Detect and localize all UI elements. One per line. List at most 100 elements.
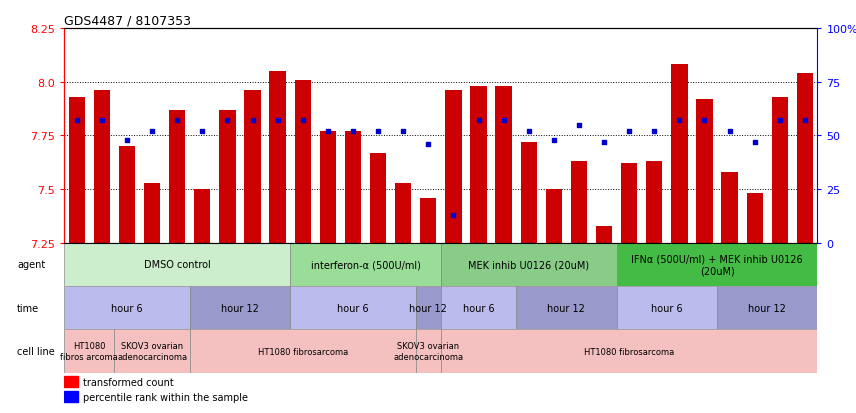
Text: HT1080 fibrosarcoma: HT1080 fibrosarcoma xyxy=(258,347,348,356)
Bar xyxy=(722,173,738,243)
Bar xyxy=(797,74,813,243)
Text: hour 12: hour 12 xyxy=(409,303,447,313)
Bar xyxy=(441,330,817,373)
Point xyxy=(321,128,335,135)
Point xyxy=(346,128,360,135)
Bar xyxy=(395,183,412,243)
Bar xyxy=(441,243,616,286)
Text: GDS4487 / 8107353: GDS4487 / 8107353 xyxy=(64,15,191,28)
Text: transformed count: transformed count xyxy=(83,377,174,387)
Point xyxy=(296,118,310,124)
Bar xyxy=(671,65,687,243)
Point xyxy=(496,118,510,124)
Text: hour 6: hour 6 xyxy=(337,303,369,313)
Point xyxy=(170,118,184,124)
Bar xyxy=(68,97,85,243)
Text: hour 6: hour 6 xyxy=(651,303,682,313)
Bar xyxy=(545,190,562,243)
Bar xyxy=(646,162,663,243)
Point xyxy=(270,118,284,124)
Bar xyxy=(64,330,115,373)
Text: time: time xyxy=(17,303,39,313)
Text: SKOV3 ovarian
adenocarcinoma: SKOV3 ovarian adenocarcinoma xyxy=(117,342,187,361)
Point xyxy=(673,118,687,124)
Bar xyxy=(596,226,612,243)
Bar xyxy=(194,190,211,243)
Bar xyxy=(771,97,788,243)
Text: hour 6: hour 6 xyxy=(463,303,494,313)
Bar xyxy=(746,194,763,243)
Point xyxy=(396,128,410,135)
Text: percentile rank within the sample: percentile rank within the sample xyxy=(83,392,248,402)
Bar xyxy=(190,330,416,373)
Point xyxy=(547,137,561,144)
Bar xyxy=(420,198,437,243)
Text: agent: agent xyxy=(17,260,45,270)
Bar xyxy=(520,142,537,243)
Text: hour 12: hour 12 xyxy=(221,303,259,313)
Point xyxy=(698,118,711,124)
Point xyxy=(522,128,536,135)
Bar xyxy=(169,110,186,243)
Bar xyxy=(64,391,78,402)
Bar xyxy=(696,100,713,243)
Point xyxy=(748,139,762,146)
Bar xyxy=(244,91,261,243)
Bar xyxy=(119,147,135,243)
Bar xyxy=(294,80,311,243)
Point xyxy=(195,128,209,135)
Bar xyxy=(416,286,441,330)
Bar xyxy=(616,286,717,330)
Bar xyxy=(616,243,817,286)
Point xyxy=(773,118,787,124)
Bar xyxy=(496,87,512,243)
Bar xyxy=(64,286,190,330)
Bar xyxy=(621,164,638,243)
Bar xyxy=(416,330,441,373)
Point xyxy=(70,118,84,124)
Text: HT1080 fibrosarcoma: HT1080 fibrosarcoma xyxy=(584,347,675,356)
Bar xyxy=(441,286,516,330)
Bar xyxy=(270,72,286,243)
Bar xyxy=(115,330,190,373)
Point xyxy=(372,128,385,135)
Bar xyxy=(370,153,386,243)
Point xyxy=(146,128,159,135)
Bar xyxy=(345,132,361,243)
Point xyxy=(647,128,661,135)
Text: DMSO control: DMSO control xyxy=(144,260,211,270)
Point xyxy=(597,139,611,146)
Text: hour 12: hour 12 xyxy=(548,303,586,313)
Bar xyxy=(290,243,441,286)
Point xyxy=(572,122,586,128)
Bar xyxy=(64,376,78,387)
Text: IFNα (500U/ml) + MEK inhib U0126
(20uM): IFNα (500U/ml) + MEK inhib U0126 (20uM) xyxy=(631,254,803,275)
Point xyxy=(472,118,485,124)
Bar xyxy=(470,87,487,243)
Text: SKOV3 ovarian
adenocarcinoma: SKOV3 ovarian adenocarcinoma xyxy=(393,342,463,361)
Text: cell line: cell line xyxy=(17,346,55,356)
Text: hour 6: hour 6 xyxy=(111,303,143,313)
Bar xyxy=(571,162,587,243)
Point xyxy=(421,141,435,148)
Point xyxy=(798,118,811,124)
Bar xyxy=(290,286,416,330)
Text: HT1080
fibros arcoma: HT1080 fibros arcoma xyxy=(61,342,118,361)
Point xyxy=(120,137,134,144)
Point xyxy=(622,128,636,135)
Bar xyxy=(144,183,160,243)
Bar xyxy=(717,286,817,330)
Text: hour 12: hour 12 xyxy=(748,303,786,313)
Bar xyxy=(93,91,110,243)
Bar xyxy=(516,286,616,330)
Text: interferon-α (500U/ml): interferon-α (500U/ml) xyxy=(311,260,420,270)
Bar xyxy=(445,91,461,243)
Bar xyxy=(219,110,235,243)
Text: MEK inhib U0126 (20uM): MEK inhib U0126 (20uM) xyxy=(468,260,589,270)
Point xyxy=(221,118,235,124)
Point xyxy=(95,118,109,124)
Bar xyxy=(319,132,336,243)
Bar xyxy=(64,243,290,286)
Point xyxy=(447,212,461,218)
Point xyxy=(246,118,259,124)
